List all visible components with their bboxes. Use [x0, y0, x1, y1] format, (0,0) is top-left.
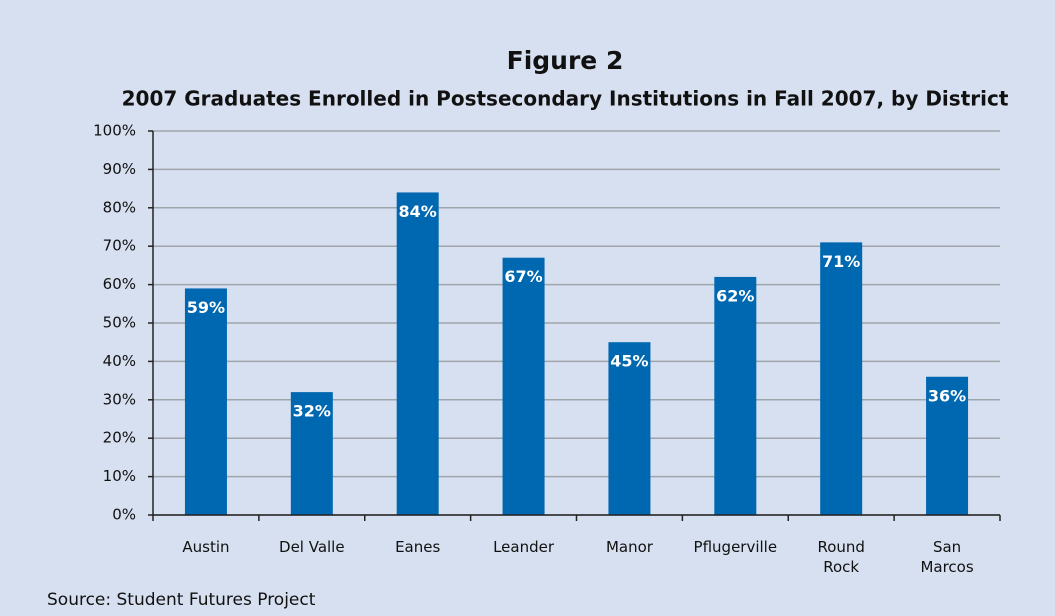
bar [714, 276, 757, 515]
value-label: 32% [293, 402, 331, 421]
x-tick-label: Austin [182, 538, 230, 556]
bar [290, 392, 333, 515]
x-tick-label: San Marcos [920, 538, 974, 576]
x-tick-label: Del Valle [279, 538, 345, 556]
y-tick-label: 80% [103, 198, 136, 216]
y-tick-label: 50% [103, 314, 136, 332]
x-tick-label: Round Rock [817, 538, 865, 576]
value-label: 59% [187, 298, 225, 317]
bar [820, 242, 863, 516]
bar [926, 376, 969, 515]
value-label: 36% [928, 386, 966, 405]
bar [608, 342, 651, 515]
value-label: 67% [504, 267, 542, 286]
y-tick-label: 60% [103, 275, 136, 293]
y-tick-label: 70% [103, 237, 136, 255]
bar [184, 288, 227, 515]
y-tick-label: 90% [103, 160, 136, 178]
chart-title: Figure 2 [507, 46, 624, 75]
y-tick-label: 40% [103, 352, 136, 370]
y-tick-label: 100% [93, 122, 136, 140]
value-label: 84% [399, 202, 437, 221]
x-tick-label: Manor [605, 538, 653, 556]
value-label: 45% [610, 352, 648, 371]
source-note: Source: Student Futures Project [47, 590, 316, 610]
y-tick-label: 10% [103, 467, 136, 485]
x-tick-label: Leander [493, 538, 555, 556]
chart-subtitle: 2007 Graduates Enrolled in Postsecondary… [122, 87, 1009, 111]
y-tick-label: 20% [103, 429, 136, 447]
x-tick-label: Eanes [395, 538, 441, 556]
bar [502, 257, 545, 515]
value-label: 62% [716, 286, 754, 305]
x-tick-label: Pflugerville [693, 538, 778, 556]
y-tick-label: 0% [112, 506, 136, 524]
bar [396, 192, 439, 515]
y-tick-label: 30% [103, 390, 136, 408]
value-label: 71% [822, 252, 860, 271]
